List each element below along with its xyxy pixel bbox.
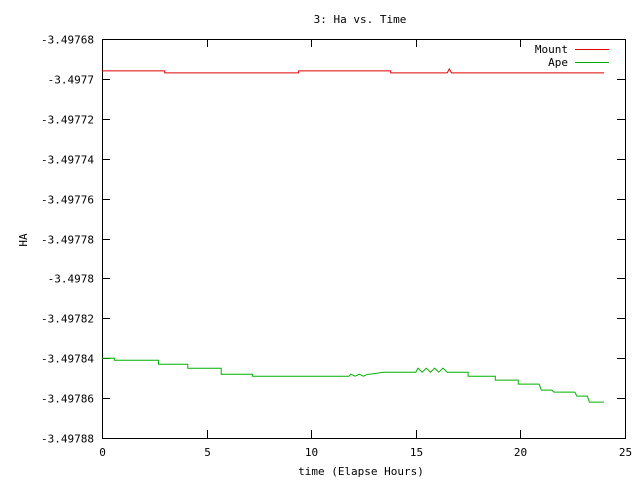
series-line-mount <box>102 67 605 74</box>
series-line-ape <box>102 357 605 403</box>
y-tick-label: -3.49776 <box>41 194 94 207</box>
series-lines <box>102 67 605 403</box>
x-tick-label: 5 <box>204 446 211 459</box>
y-axis-ticks: -3.49768 -3.4977 -3.49772 -3.49774 -3.49776 -… <box>41 34 625 446</box>
x-tick-label: 25 <box>619 446 632 459</box>
y-tick-label: -3.49782 <box>41 313 94 326</box>
legend-label: Ape <box>548 56 568 69</box>
x-tick-label: 0 <box>99 446 106 459</box>
y-tick-label: -3.4977 <box>48 74 94 87</box>
x-axis-label: time (Elapse Hours) <box>298 465 424 478</box>
y-tick-label: -3.49788 <box>41 433 94 446</box>
chart-title: 3: Ha vs. Time <box>314 13 407 26</box>
legend-label: Mount <box>535 43 568 56</box>
y-tick-label: -3.4978 <box>48 273 94 286</box>
x-tick-label: 15 <box>410 446 423 459</box>
y-tick-label: -3.49784 <box>41 353 94 366</box>
y-tick-label: -3.49786 <box>41 393 94 406</box>
y-tick-label: -3.49778 <box>41 234 94 247</box>
x-tick-label: 20 <box>514 446 527 459</box>
y-axis-label: HA <box>17 233 30 247</box>
y-tick-label: -3.49774 <box>41 154 94 167</box>
x-tick-label: 10 <box>305 446 318 459</box>
y-tick-label: -3.49772 <box>41 114 94 127</box>
x-axis-ticks: 0 5 10 15 20 25 <box>99 39 632 459</box>
y-tick-label: -3.49768 <box>41 34 94 47</box>
